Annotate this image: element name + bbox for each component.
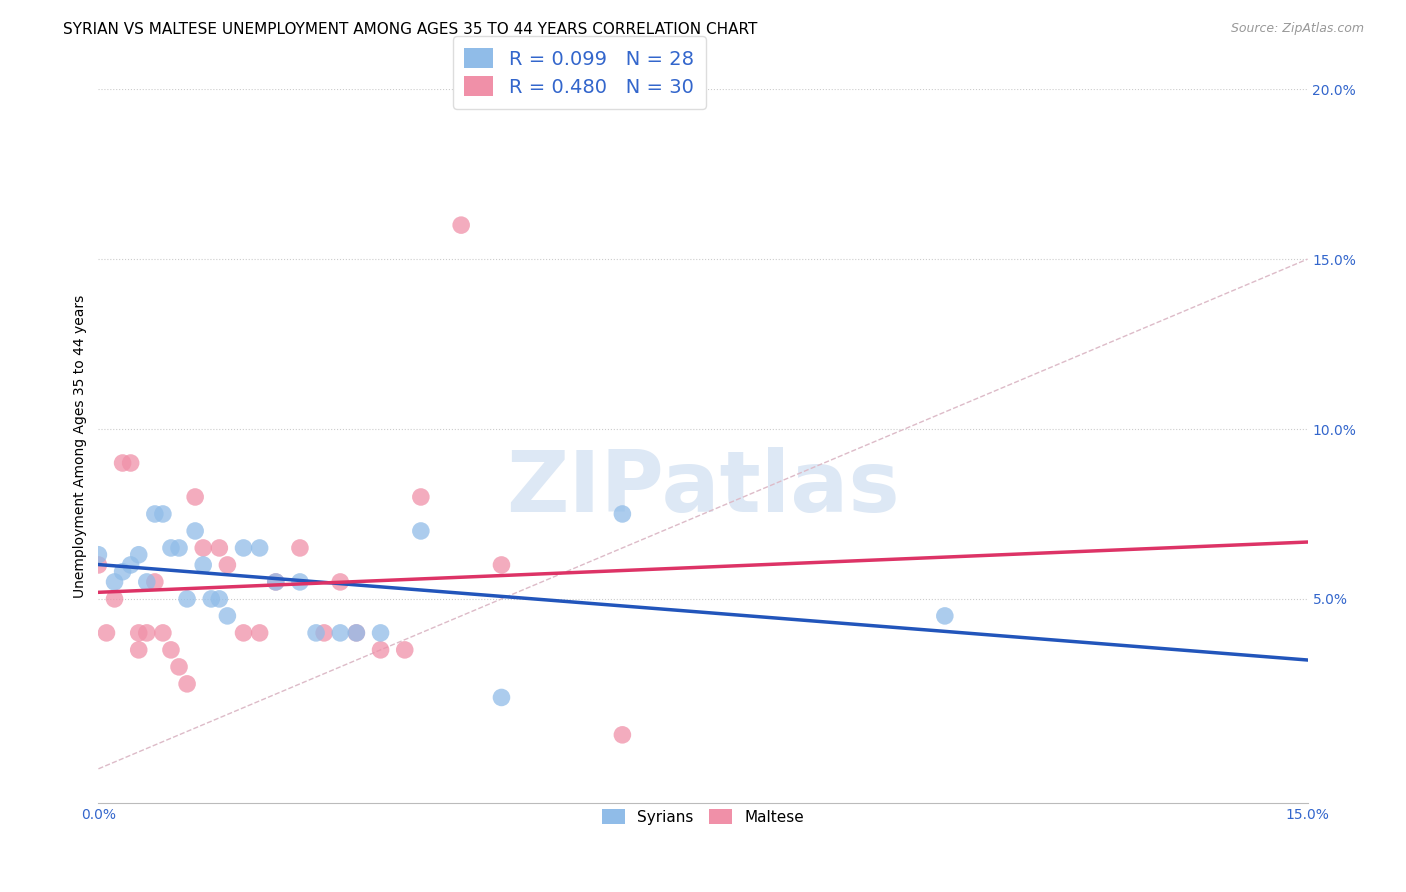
Point: [176, 591, 198, 606]
Point: [152, 626, 174, 640]
Point: [264, 574, 287, 589]
Point: [249, 626, 271, 640]
Point: [193, 541, 215, 555]
Point: [344, 626, 367, 640]
Point: [249, 541, 271, 555]
Point: [491, 690, 513, 705]
Point: [370, 626, 392, 640]
Point: [394, 643, 416, 657]
Point: [288, 541, 311, 555]
Point: [314, 626, 336, 640]
Point: [450, 218, 472, 232]
Point: [612, 728, 634, 742]
Point: [232, 626, 254, 640]
Point: [208, 541, 231, 555]
Point: [200, 591, 222, 606]
Point: [232, 541, 254, 555]
Legend: Syrians, Maltese: Syrians, Maltese: [596, 803, 810, 830]
Point: [160, 541, 183, 555]
Point: [135, 574, 157, 589]
Point: [120, 456, 142, 470]
Point: [87, 558, 110, 572]
Point: [208, 591, 231, 606]
Text: ZIPatlas: ZIPatlas: [506, 447, 900, 531]
Point: [184, 524, 207, 538]
Point: [167, 541, 190, 555]
Y-axis label: Unemployment Among Ages 35 to 44 years: Unemployment Among Ages 35 to 44 years: [73, 294, 87, 598]
Point: [934, 608, 956, 623]
Point: [111, 456, 134, 470]
Point: [128, 626, 150, 640]
Point: [128, 548, 150, 562]
Point: [288, 574, 311, 589]
Point: [167, 660, 190, 674]
Point: [305, 626, 328, 640]
Point: [329, 574, 352, 589]
Point: [370, 643, 392, 657]
Point: [143, 507, 166, 521]
Point: [128, 643, 150, 657]
Point: [217, 558, 239, 572]
Point: [329, 626, 352, 640]
Text: Source: ZipAtlas.com: Source: ZipAtlas.com: [1230, 22, 1364, 36]
Point: [344, 626, 367, 640]
Point: [176, 677, 198, 691]
Point: [103, 591, 125, 606]
Point: [491, 558, 513, 572]
Point: [120, 558, 142, 572]
Point: [409, 524, 432, 538]
Point: [184, 490, 207, 504]
Point: [612, 507, 634, 521]
Point: [409, 490, 432, 504]
Point: [160, 643, 183, 657]
Text: SYRIAN VS MALTESE UNEMPLOYMENT AMONG AGES 35 TO 44 YEARS CORRELATION CHART: SYRIAN VS MALTESE UNEMPLOYMENT AMONG AGE…: [63, 22, 758, 37]
Point: [87, 548, 110, 562]
Point: [96, 626, 118, 640]
Point: [111, 565, 134, 579]
Point: [264, 574, 287, 589]
Point: [103, 574, 125, 589]
Point: [217, 608, 239, 623]
Point: [152, 507, 174, 521]
Point: [135, 626, 157, 640]
Point: [143, 574, 166, 589]
Point: [193, 558, 215, 572]
